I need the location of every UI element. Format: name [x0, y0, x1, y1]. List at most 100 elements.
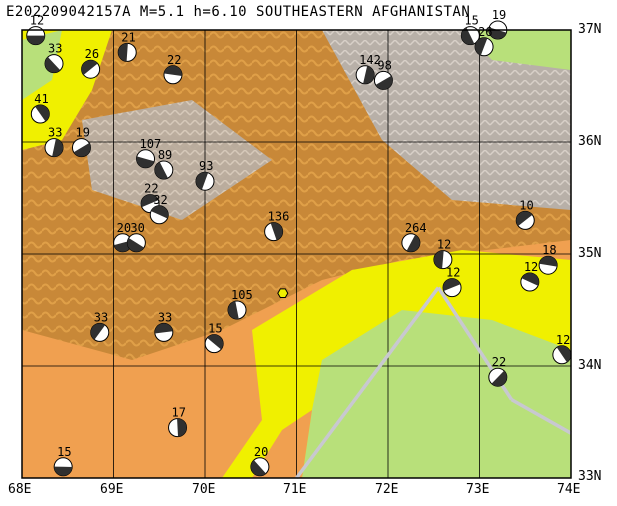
depth-label: 10 [519, 198, 533, 212]
map-title: E202209042157A M=5.1 h=6.10 SOUTHEASTERN… [6, 4, 471, 20]
event-marker: 26 [474, 25, 494, 57]
beachball-quadrant [443, 278, 461, 291]
beachball-quadrant [406, 234, 420, 252]
depth-label: 93 [199, 159, 213, 173]
lon-label-73e: 73E [466, 482, 490, 497]
depth-label: 136 [268, 210, 290, 224]
beachball-quadrant [196, 172, 209, 190]
beachball-quadrant [521, 273, 539, 286]
terrain-plain-northwest [22, 30, 62, 100]
event-marker: 33 [44, 126, 64, 158]
beachball-quadrant [45, 57, 61, 73]
depth-label: 30 [130, 221, 144, 235]
beachball-quadrant [141, 194, 159, 208]
beachball-quadrant [433, 250, 444, 269]
event-marker: 22 [488, 355, 508, 387]
depth-label: 12 [446, 266, 460, 280]
depth-label: 12 [437, 238, 451, 252]
depth-label: 20 [117, 221, 131, 235]
depth-label: 19 [75, 126, 89, 140]
lat-label-36n: 36N [578, 134, 602, 149]
beachball-quadrant [363, 66, 375, 84]
beachball-quadrant [475, 37, 488, 56]
depth-label: 33 [48, 42, 62, 56]
event-marker: 136 [264, 210, 290, 242]
event-marker: 15 [460, 14, 480, 46]
beachball-quadrant [207, 334, 224, 350]
depth-label: 18 [542, 243, 556, 257]
lon-label-71e: 71E [283, 482, 307, 497]
depth-label: 26 [478, 25, 492, 39]
beachball-quadrant [35, 105, 50, 122]
event-marker: 107 [136, 137, 162, 169]
beachball-quadrant [250, 460, 266, 476]
depth-label: 98 [377, 58, 391, 72]
beachball-quadrant [164, 65, 182, 77]
beachball-quadrant [228, 301, 239, 320]
beachball-quadrant [154, 161, 168, 179]
beachball-quadrant [375, 75, 393, 90]
beachball-quadrant [461, 27, 475, 45]
beachball-quadrant [516, 211, 533, 226]
depth-label: 19 [492, 8, 506, 22]
lat-label-34n: 34N [578, 358, 602, 373]
event-marker: 22 [140, 182, 160, 214]
event-marker: 12 [552, 333, 572, 365]
beachball-quadrant [154, 323, 173, 334]
event-marker: 12 [26, 14, 46, 46]
event-marker: 15 [53, 445, 73, 477]
event-marker: 22 [163, 53, 183, 85]
depth-label: 22 [492, 355, 506, 369]
depth-label: 107 [140, 137, 162, 151]
event-marker: 30 [126, 221, 146, 253]
event-marker: 20 [250, 445, 270, 477]
beachball-quadrant [26, 35, 45, 45]
map-frame [21, 29, 572, 479]
lon-label-69e: 69E [100, 482, 124, 497]
event-marker: 41 [30, 92, 50, 124]
depth-label: 15 [464, 14, 478, 28]
event-marker: 12 [433, 238, 453, 270]
depth-label: 89 [158, 148, 172, 162]
event-marker: 93 [195, 159, 215, 191]
depth-label: 22 [144, 182, 158, 196]
beachball-quadrant [73, 142, 91, 157]
border-segment [510, 398, 572, 435]
beachball-quadrant [90, 323, 106, 340]
depth-label: 33 [94, 310, 108, 324]
beachball-quadrant [52, 138, 64, 157]
event-marker: 33 [44, 42, 64, 74]
event-marker: 33 [154, 310, 174, 342]
depth-label: 15 [57, 445, 71, 459]
beachball-quadrant [539, 256, 558, 267]
event-marker: 12 [520, 260, 540, 292]
beachball-quadrant [127, 238, 145, 252]
event-marker: 32 [149, 193, 169, 225]
event-marker: 10 [515, 198, 535, 230]
lon-label-72e: 72E [375, 482, 399, 497]
event-marker: 98 [373, 58, 393, 90]
depth-label: 41 [34, 92, 48, 106]
border-segment [295, 286, 440, 480]
epicenter-marker [277, 288, 289, 298]
lat-label-33n: 33N [578, 469, 602, 484]
lon-label-74e: 74E [557, 482, 581, 497]
event-marker: 19 [71, 126, 91, 158]
terrain-plain-south [302, 310, 571, 478]
event-marker: 142 [355, 53, 381, 85]
depth-label: 17 [172, 406, 186, 420]
lat-label-37n: 37N [578, 22, 602, 37]
beachball-quadrant [136, 156, 155, 168]
event-marker: 17 [168, 406, 188, 438]
depth-label: 32 [153, 193, 167, 207]
depth-label: 264 [405, 221, 427, 235]
depth-label: 105 [231, 288, 253, 302]
depth-label: 33 [158, 310, 172, 324]
depth-label: 12 [30, 14, 44, 28]
event-marker: 33 [90, 310, 110, 342]
epicenter-hexagon [277, 288, 289, 298]
beachball-quadrant [491, 370, 507, 387]
event-marker: 89 [154, 148, 174, 180]
graticule [22, 30, 571, 478]
